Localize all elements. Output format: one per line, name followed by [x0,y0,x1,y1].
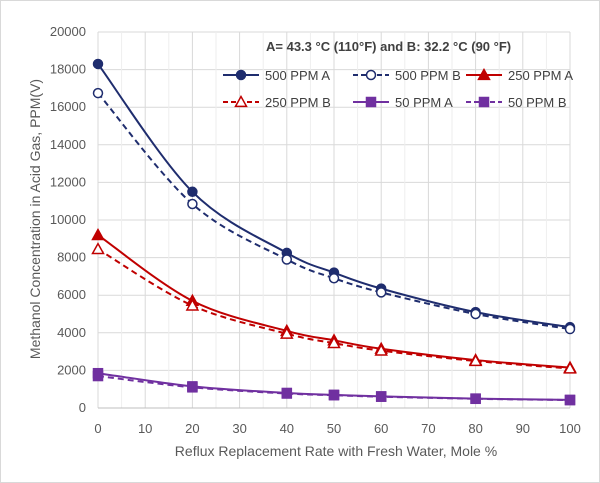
data-point [91,242,105,255]
legend-marker [477,67,491,81]
legend: 500 PPM A 500 PPM B 250 PPM A 250 PPM B 50 P… [223,67,573,110]
data-series [91,58,577,406]
data-point [468,353,483,367]
data-point [92,370,104,382]
data-point [91,227,105,241]
x-tick-label: 80 [468,421,482,436]
x-tick-label: 50 [327,421,341,436]
legend-marker [235,69,247,81]
legend-label: 250 PPM B [265,95,331,110]
y-tick-label: 12000 [50,174,86,189]
y-tick-label: 14000 [50,137,86,152]
axes: 0 2000 4000 6000 8000 10000 12000 14000 16000 180… [50,24,581,436]
legend-marker [365,96,377,108]
data-point [328,389,340,401]
y-axis-title: Methanol Concentration in Acid Gas, PPM(… [27,79,43,359]
y-tick-label: 2000 [57,362,86,377]
gridlines [97,31,571,409]
data-point [375,287,387,298]
series-line [97,248,571,370]
legend-label: 250 PPM A [508,68,573,83]
x-tick-label: 70 [421,421,435,436]
data-point [327,336,341,349]
y-tick-label: 18000 [50,62,86,77]
data-point [564,323,576,335]
y-tick-label: 6000 [57,287,86,302]
data-point [185,298,200,311]
data-point [280,326,294,339]
x-tick-label: 0 [94,421,101,436]
y-tick-label: 20000 [50,24,86,39]
data-point [281,254,293,265]
x-axis-title: Reflux Replacement Rate with Fresh Water… [175,443,497,459]
series-50-ppm-b [92,370,576,406]
data-point [374,343,388,356]
data-point [92,58,104,70]
data-point [187,186,198,198]
legend-entry-500-ppm-a: 500 PPM A [223,68,330,83]
legend-label: 500 PPM B [395,68,461,83]
data-point [92,87,104,99]
y-tick-label: 4000 [57,325,86,340]
y-tick-label: 10000 [50,212,86,227]
legend-label: 500 PPM A [265,68,330,83]
y-tick-label: 0 [79,400,86,415]
data-point [281,388,293,399]
x-tick-label: 10 [138,421,152,436]
series-500-ppm-b [92,87,576,335]
legend-entry-250-ppm-a: 250 PPM A [466,67,573,83]
x-tick-label: 20 [185,421,199,436]
x-tick-label: 40 [280,421,294,436]
data-point [328,273,340,284]
x-tick-label: 90 [516,421,530,436]
x-tick-label: 60 [374,421,388,436]
data-point [563,361,577,374]
legend-label: 50 PPM B [508,95,567,110]
legend-entry-500-ppm-b: 500 PPM B [353,68,461,83]
legend-entry-50-ppm-b: 50 PPM B [466,95,567,110]
data-point [470,393,481,405]
data-point [564,394,576,406]
data-point [375,391,387,402]
legend-entry-50-ppm-a: 50 PPM A [353,95,453,110]
legend-label: 50 PPM A [395,95,453,110]
x-tick-label: 30 [232,421,246,436]
data-point [187,382,198,393]
x-tick-label: 100 [559,421,581,436]
series-250-ppm-b [91,242,577,374]
legend-marker [234,94,248,108]
data-point [470,308,481,320]
legend-entry-250-ppm-b: 250 PPM B [223,94,331,110]
y-tick-label: 16000 [50,99,86,114]
data-point [187,198,198,210]
legend-marker [478,96,490,108]
chart-annotation: A= 43.3 °C (110°F) and B: 32.2 °C (90 °F… [266,39,511,54]
legend-marker [365,69,377,81]
y-tick-label: 8000 [57,250,86,265]
